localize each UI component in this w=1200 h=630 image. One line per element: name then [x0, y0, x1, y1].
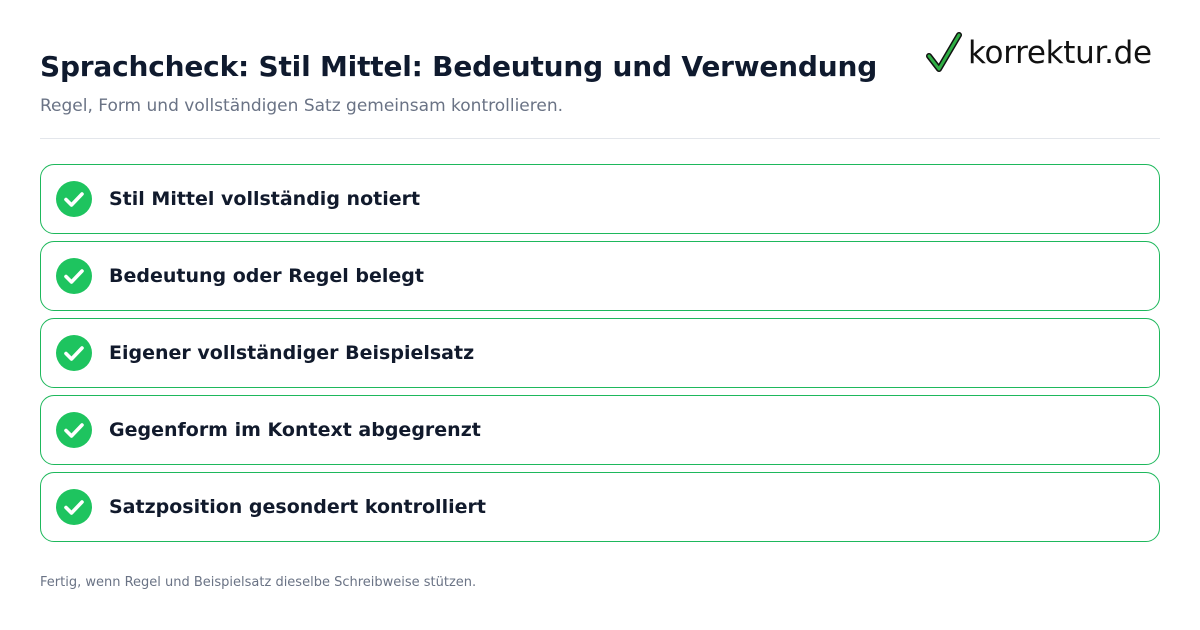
check-circle-icon	[56, 335, 92, 371]
page-title: Sprachcheck: Stil Mittel: Bedeutung und …	[40, 50, 878, 83]
checklist-item: Gegenform im Kontext abgegrenzt	[40, 395, 1160, 465]
checklist-item-label: Stil Mittel vollständig notiert	[109, 188, 421, 210]
header-divider	[40, 138, 1160, 139]
checklist-item: Satzposition gesondert kontrolliert	[40, 472, 1160, 542]
checklist: Stil Mittel vollständig notiert Bedeutun…	[40, 164, 1160, 549]
checklist-item-label: Satzposition gesondert kontrolliert	[109, 496, 486, 518]
checklist-item-label: Eigener vollständiger Beispielsatz	[109, 342, 475, 364]
checklist-item-label: Gegenform im Kontext abgegrenzt	[109, 419, 481, 441]
checklist-item: Stil Mittel vollständig notiert	[40, 164, 1160, 234]
brand-logo[interactable]: korrektur.de	[926, 30, 1166, 76]
checklist-item: Eigener vollständiger Beispielsatz	[40, 318, 1160, 388]
brand-logo-text: korrektur.de	[968, 35, 1152, 71]
checklist-item: Bedeutung oder Regel belegt	[40, 241, 1160, 311]
page-subtitle: Regel, Form und vollständigen Satz gemei…	[40, 96, 564, 116]
check-circle-icon	[56, 489, 92, 525]
check-circle-icon	[56, 258, 92, 294]
checkmark-icon	[926, 32, 962, 72]
checklist-item-label: Bedeutung oder Regel belegt	[109, 265, 424, 287]
check-circle-icon	[56, 412, 92, 448]
footer-note: Fertig, wenn Regel und Beispielsatz dies…	[40, 575, 477, 590]
check-circle-icon	[56, 181, 92, 217]
